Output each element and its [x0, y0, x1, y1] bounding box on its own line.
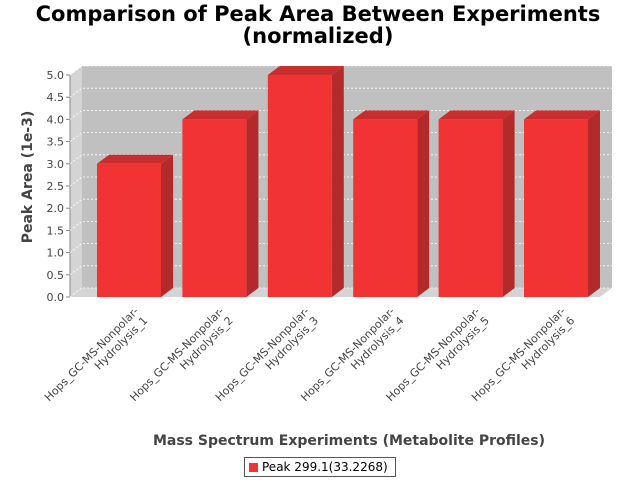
- bars: [97, 66, 600, 298]
- y-tick-label: 0.5: [47, 269, 65, 282]
- x-axis-ticks: Hops_GC-MS-Nonpolar-Hydrolysis_1Hops_GC-…: [42, 305, 577, 404]
- plot-left-wall: [70, 66, 82, 297]
- x-axis-label: Mass Spectrum Experiments (Metabolite Pr…: [153, 433, 545, 449]
- y-axis-ticks: 0.0 0.5 1.0 1.5 2.0 2.5 3.0 3.5 4.0 4.5 5.0: [47, 69, 70, 304]
- x-tick-label-line: Hops_GC-MS-Nonpolar-: [42, 305, 141, 404]
- bar-side: [161, 154, 173, 297]
- gridline: [69, 265, 612, 276]
- bar: [97, 163, 161, 297]
- y-tick-label: 5.0: [47, 69, 65, 82]
- gridline: [69, 220, 612, 231]
- bar-side: [588, 110, 600, 298]
- bar: [353, 119, 418, 298]
- y-tick-label: 1.0: [47, 247, 65, 260]
- chart-title-line-1: Comparison of Peak Area Between Experime…: [36, 2, 601, 26]
- y-tick-label: 2.0: [47, 202, 65, 215]
- y-tick-label: 4.5: [47, 91, 65, 104]
- gridline: [69, 243, 612, 253]
- y-tick-label: 0.0: [47, 291, 65, 304]
- chart-title-line-2: (normalized): [243, 24, 394, 48]
- bar: [182, 119, 247, 298]
- gridline: [69, 110, 612, 120]
- y-tick-label: 4.0: [47, 113, 65, 126]
- bar-side: [246, 110, 259, 298]
- gridline: [69, 132, 612, 142]
- gridline: [69, 65, 612, 76]
- legend-label: Peak 299.1(33.2268): [262, 460, 388, 474]
- gridline: [69, 154, 612, 165]
- y-axis-label: Peak Area (1e-3): [20, 111, 36, 244]
- bar-side: [417, 110, 430, 298]
- bar-top: [267, 66, 344, 75]
- bar-top: [182, 110, 259, 120]
- bar-top: [353, 110, 430, 120]
- y-tick-label: 3.0: [47, 158, 65, 171]
- gridline: [69, 87, 612, 98]
- bar-top: [438, 110, 515, 120]
- gridline: [69, 198, 612, 209]
- gridline: [69, 176, 612, 187]
- y-tick-label: 2.5: [47, 180, 65, 193]
- bar-side: [331, 66, 344, 297]
- legend: Peak 299.1(33.2268): [244, 457, 396, 477]
- bar: [438, 119, 503, 298]
- bar: [267, 75, 332, 297]
- bar-top: [524, 110, 600, 120]
- gridlines: [69, 65, 612, 298]
- bar-top: [97, 154, 173, 164]
- legend-swatch: [249, 462, 258, 472]
- gridline: [69, 287, 612, 298]
- y-tick-label: 1.5: [47, 224, 65, 237]
- bar-side: [502, 110, 515, 298]
- y-tick-label: 3.5: [47, 136, 65, 149]
- bar: [524, 119, 588, 298]
